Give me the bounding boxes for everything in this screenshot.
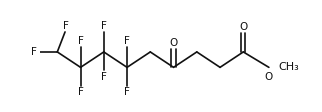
Text: F: F <box>63 21 69 31</box>
Text: F: F <box>101 72 107 82</box>
Text: O: O <box>239 22 247 32</box>
Text: F: F <box>124 87 130 97</box>
Text: F: F <box>101 21 107 31</box>
Text: F: F <box>124 36 130 46</box>
Text: F: F <box>31 47 37 57</box>
Text: CH₃: CH₃ <box>278 62 299 72</box>
Text: F: F <box>78 36 83 46</box>
Text: O: O <box>265 72 273 82</box>
Text: O: O <box>169 38 178 48</box>
Text: F: F <box>78 87 83 97</box>
